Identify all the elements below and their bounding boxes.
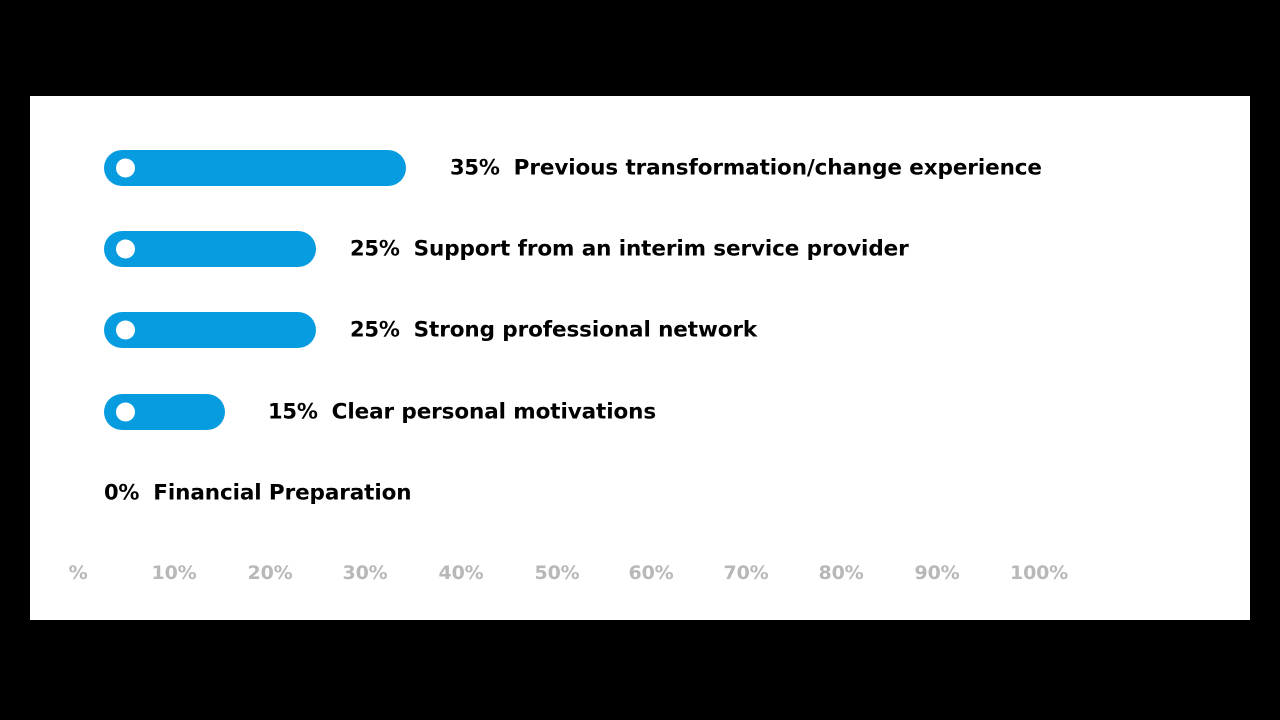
bar-fill[interactable] [104,231,316,267]
x-axis-tick: 70% [723,562,769,584]
x-axis-tick: 10% [151,562,197,584]
bar-value: 25% [350,317,400,342]
bar-category: Clear personal motivations [331,399,657,425]
bar-marker-dot-icon [116,239,135,259]
x-axis-tick: 40% [438,562,484,584]
x-axis-tick: 50% [534,562,580,584]
chart-panel: 35% Previous transformation/change exper… [30,96,1250,620]
bar-category: Previous transformation/change experienc… [513,155,1042,181]
x-axis-tick: 90% [914,562,960,584]
bar-row-label: 15% Clear personal motivations [268,400,656,425]
x-axis-tick: % [68,562,88,584]
bar-chart-plot-area: 35% Previous transformation/change exper… [30,96,1250,556]
bar-fill[interactable] [104,150,406,186]
table-row[interactable]: 0% Financial Preparation [30,473,1250,513]
bar-value: 35% [450,155,500,180]
x-axis-tick: 30% [342,562,388,584]
bar-value: 15% [268,399,318,424]
table-row[interactable]: 15% Clear personal motivations [30,392,1250,432]
x-axis-tick: 100% [1010,562,1068,584]
bar-value: 0% [104,480,140,505]
bar-marker-dot-icon [116,158,135,178]
bar-category: Financial Preparation [153,480,412,506]
bar-row-label: 35% Previous transformation/change exper… [450,156,1042,181]
bar-category: Strong professional network [413,317,758,343]
bar-value: 25% [350,236,400,261]
table-row[interactable]: 25% Support from an interim service prov… [30,229,1250,269]
bar-fill[interactable] [104,312,316,348]
x-axis-tick: 20% [247,562,293,584]
bar-marker-dot-icon [116,402,135,422]
x-axis-tick: 80% [818,562,864,584]
bar-marker-dot-icon [116,320,135,340]
x-axis-tick: 60% [628,562,674,584]
bar-category: Support from an interim service provider [413,236,909,262]
bar-row-label: 25% Support from an interim service prov… [350,237,909,262]
bar-fill[interactable] [104,394,225,430]
table-row[interactable]: 25% Strong professional network [30,310,1250,350]
bar-row-label: 0% Financial Preparation [104,481,412,506]
table-row[interactable]: 35% Previous transformation/change exper… [30,148,1250,188]
x-axis: % 10% 20% 30% 40% 50% 60% 70% 80% 90% 10… [30,562,1250,602]
bar-row-label: 25% Strong professional network [350,318,757,343]
